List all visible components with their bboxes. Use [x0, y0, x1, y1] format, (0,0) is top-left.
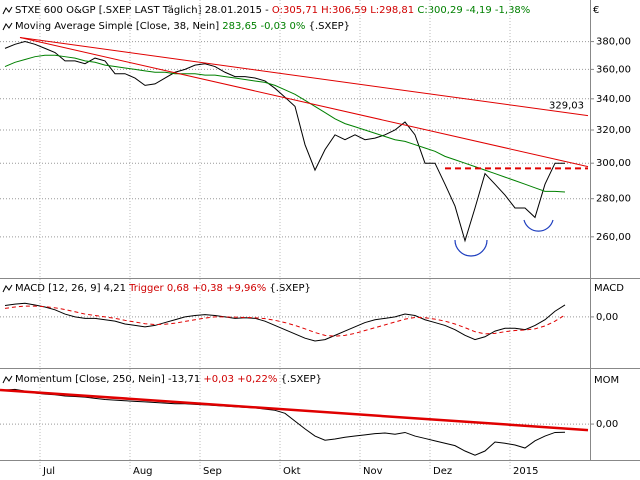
x-tick-label: Nov: [363, 466, 383, 477]
series-line: [4, 54, 566, 193]
legend-icon: [2, 22, 13, 31]
x-tick-label: Jul: [42, 466, 55, 477]
legend-icon: [2, 6, 13, 15]
y-tick-label: 260,00: [596, 232, 631, 243]
y-tick-label: 360,00: [596, 64, 631, 75]
panel: [0, 302, 590, 342]
y-tick-label: 0,00: [596, 312, 618, 323]
axis-label: MACD: [594, 283, 624, 294]
axis-label: MOM: [594, 375, 619, 386]
trend-line: [0, 388, 589, 432]
legend-macd: MACD [12, 26, 9] 4,21 Trigger 0,68 +0,38…: [15, 283, 311, 294]
y-tick-label: 380,00: [596, 37, 631, 48]
legend-icon: [2, 284, 13, 293]
y-tick-label: 320,00: [596, 125, 631, 136]
legend-icon: [2, 375, 13, 384]
currency: €: [593, 5, 599, 16]
panel: [0, 37, 590, 243]
trend-line: [19, 37, 589, 168]
x-tick-label: Dez: [433, 466, 452, 477]
x-tick-label: 2015: [513, 466, 538, 477]
series-line: [4, 388, 566, 456]
series-line: [4, 305, 566, 337]
panel: [0, 388, 590, 456]
legend-main: STXE 600 O&GP [.SXEP LAST Täglich] 28.01…: [15, 5, 530, 16]
x-tick-label: Aug: [133, 466, 153, 477]
y-tick-label: 0,00: [596, 419, 618, 430]
y-tick-label: 280,00: [596, 194, 631, 205]
pattern-arc: [523, 219, 554, 232]
x-tick-label: Okt: [283, 466, 301, 477]
x-tick-label: Sep: [203, 466, 222, 477]
trend-line: [19, 37, 589, 117]
legend-ma: Moving Average Simple [Close, 38, Nein] …: [15, 21, 350, 32]
legend-momentum: Momentum [Close, 250, Nein] -13,71 +0,03…: [15, 374, 322, 385]
pattern-arc: [454, 239, 488, 257]
y-tick-label: 340,00: [596, 94, 631, 105]
frame: [0, 0, 640, 461]
y-tick-label: 300,00: [596, 158, 631, 169]
trend-label: 329,03: [549, 101, 584, 112]
series-line: [4, 302, 566, 342]
